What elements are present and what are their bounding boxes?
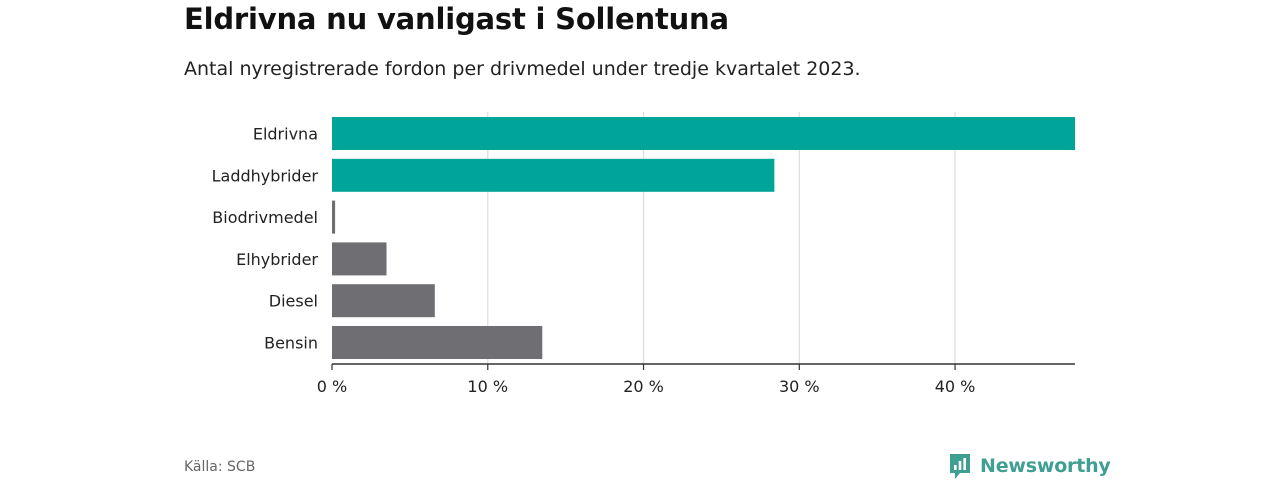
category-label: Laddhybrider (212, 166, 319, 185)
bar-laddhybrider (332, 158, 775, 192)
x-tick-label: 40 % (935, 377, 976, 396)
chart-title: Eldrivna nu vanligast i Sollentuna (184, 2, 729, 36)
newsworthy-logo-icon (950, 454, 970, 479)
x-tick-label: 20 % (623, 377, 664, 396)
chart-subtitle: Antal nyregistrerade fordon per drivmede… (184, 58, 861, 80)
x-tick-label: 0 % (317, 377, 347, 396)
bar-eldrivna (332, 117, 1075, 150)
bar-biodrivmedel (332, 200, 336, 234)
category-label: Elhybrider (236, 250, 318, 269)
bar-diesel (332, 284, 435, 318)
brand-name: Newsworthy (980, 455, 1111, 477)
x-tick-label: 30 % (779, 377, 820, 396)
category-label: Bensin (264, 334, 318, 353)
bar-elhybrider (332, 242, 387, 276)
category-label: Diesel (269, 292, 318, 311)
source-note: Källa: SCB (184, 459, 256, 475)
bar-bensin (332, 326, 543, 359)
x-tick-label: 10 % (467, 377, 508, 396)
category-label: Eldrivna (253, 125, 318, 144)
brand-logo: Newsworthy (948, 452, 1111, 480)
category-label: Biodrivmedel (212, 208, 318, 227)
